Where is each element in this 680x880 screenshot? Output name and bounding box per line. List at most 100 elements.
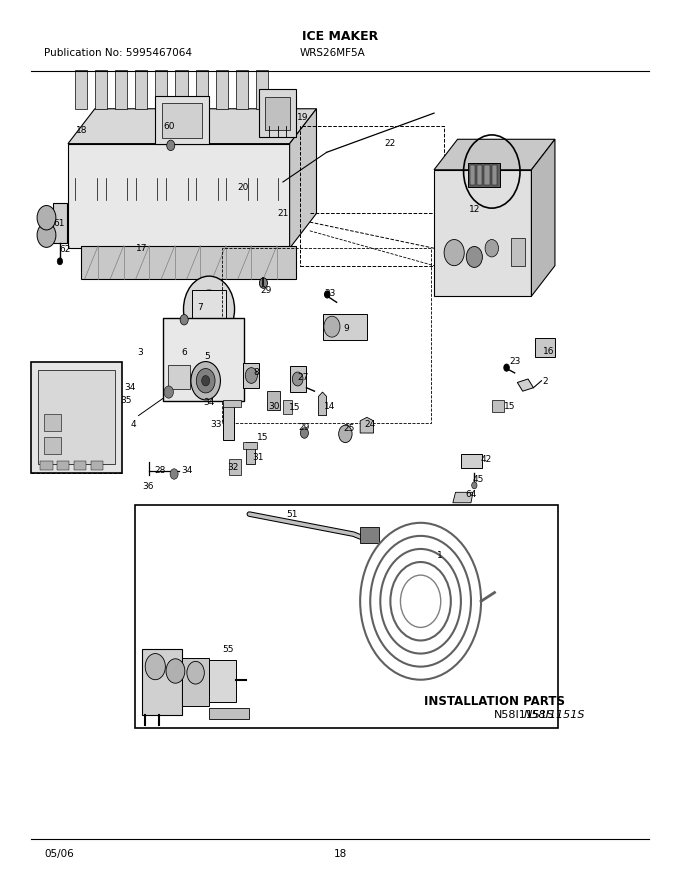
Text: 29: 29 xyxy=(299,423,310,432)
Text: Publication No: 5995467064: Publication No: 5995467064 xyxy=(44,48,192,58)
Text: 18: 18 xyxy=(75,126,87,135)
Circle shape xyxy=(504,364,509,371)
Bar xyxy=(470,165,475,185)
Text: 16: 16 xyxy=(543,347,554,356)
Text: 25: 25 xyxy=(343,424,355,433)
Circle shape xyxy=(466,246,482,268)
Bar xyxy=(290,366,307,392)
Circle shape xyxy=(164,386,173,398)
Bar xyxy=(163,318,244,400)
Bar xyxy=(38,370,115,465)
Polygon shape xyxy=(318,392,326,415)
Circle shape xyxy=(339,425,352,443)
Text: 17: 17 xyxy=(136,244,148,253)
Text: 24: 24 xyxy=(364,420,376,429)
Text: 28: 28 xyxy=(154,466,166,475)
Bar xyxy=(256,70,268,109)
Text: 42: 42 xyxy=(481,455,492,464)
Text: 22: 22 xyxy=(385,139,396,148)
Text: 51: 51 xyxy=(286,510,297,518)
Bar xyxy=(31,362,122,473)
Bar xyxy=(135,505,558,728)
Circle shape xyxy=(202,376,209,386)
Text: 34: 34 xyxy=(203,398,215,407)
Bar xyxy=(82,246,296,279)
Circle shape xyxy=(184,276,235,342)
Polygon shape xyxy=(68,143,290,248)
Text: WRS26MF5A: WRS26MF5A xyxy=(300,48,365,58)
Text: 23: 23 xyxy=(324,289,336,298)
Bar xyxy=(300,126,444,266)
Polygon shape xyxy=(532,139,555,297)
Text: 6: 6 xyxy=(182,348,187,357)
Text: 12: 12 xyxy=(469,204,480,214)
Text: 34: 34 xyxy=(124,383,136,392)
Text: 61: 61 xyxy=(54,219,65,228)
Text: 15: 15 xyxy=(288,403,300,412)
Circle shape xyxy=(187,662,204,684)
Polygon shape xyxy=(290,109,316,248)
Circle shape xyxy=(170,469,178,480)
Text: 14: 14 xyxy=(324,402,336,411)
Bar xyxy=(155,96,209,143)
Bar xyxy=(229,459,241,475)
Text: 7: 7 xyxy=(197,303,203,312)
Circle shape xyxy=(166,659,185,683)
Polygon shape xyxy=(453,492,473,502)
Bar xyxy=(135,70,148,109)
Bar xyxy=(223,400,241,407)
Text: 33: 33 xyxy=(210,420,222,429)
Circle shape xyxy=(472,482,477,488)
Bar xyxy=(216,70,228,109)
Bar xyxy=(534,338,555,357)
Circle shape xyxy=(324,316,340,337)
Bar xyxy=(209,708,250,719)
Circle shape xyxy=(245,368,258,384)
Bar xyxy=(95,70,107,109)
Circle shape xyxy=(301,428,309,438)
Text: 2: 2 xyxy=(542,378,547,386)
Text: 36: 36 xyxy=(142,481,154,491)
Bar xyxy=(477,165,482,185)
Circle shape xyxy=(191,362,220,400)
Text: 60: 60 xyxy=(163,121,175,131)
Text: 05/06: 05/06 xyxy=(44,849,74,859)
Bar xyxy=(192,290,226,328)
Text: 15: 15 xyxy=(503,402,515,411)
Bar xyxy=(265,97,290,129)
Bar xyxy=(484,165,490,185)
Bar xyxy=(267,392,279,410)
Text: 32: 32 xyxy=(227,464,238,473)
Bar xyxy=(209,660,236,701)
Circle shape xyxy=(485,239,498,257)
Text: 27: 27 xyxy=(297,373,309,382)
Bar xyxy=(511,238,525,266)
Text: 45: 45 xyxy=(473,474,484,484)
Bar xyxy=(182,658,209,706)
Text: 29: 29 xyxy=(260,286,272,295)
Circle shape xyxy=(259,278,267,289)
Bar xyxy=(492,165,497,185)
Bar xyxy=(74,461,86,470)
Text: 30: 30 xyxy=(269,402,280,411)
Text: ICE MAKER: ICE MAKER xyxy=(302,31,378,43)
Bar xyxy=(492,400,504,412)
Text: N58I1151S: N58I1151S xyxy=(494,709,555,720)
Circle shape xyxy=(203,301,216,318)
Text: 23: 23 xyxy=(509,357,520,366)
Bar xyxy=(196,70,207,109)
Text: 34: 34 xyxy=(181,466,192,475)
Bar xyxy=(57,461,69,470)
Circle shape xyxy=(194,290,224,328)
Bar xyxy=(91,461,103,470)
Bar xyxy=(246,442,256,465)
Bar xyxy=(115,70,127,109)
Text: 20: 20 xyxy=(237,183,248,192)
Circle shape xyxy=(180,314,188,325)
Bar xyxy=(461,454,482,468)
Text: N58I1151S: N58I1151S xyxy=(524,709,585,720)
Bar xyxy=(52,203,67,243)
Text: 21: 21 xyxy=(277,209,288,218)
Bar xyxy=(40,461,52,470)
Polygon shape xyxy=(434,170,532,297)
